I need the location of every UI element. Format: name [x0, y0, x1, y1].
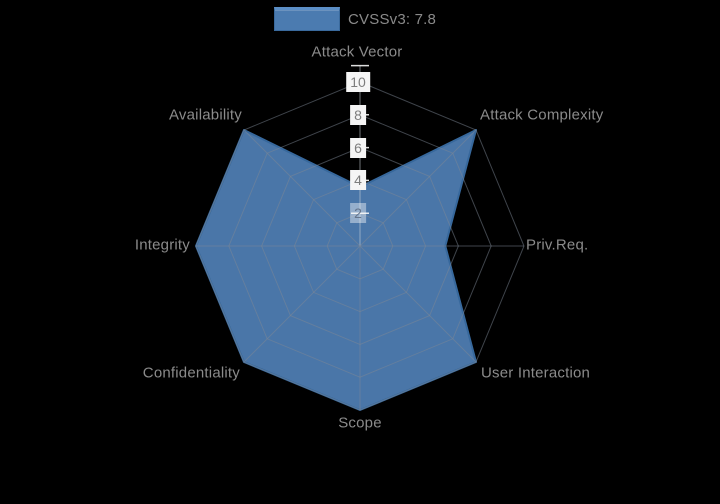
radial-tick-label-4: 4	[350, 170, 366, 190]
axis-label-availability: Availability	[169, 106, 242, 124]
axis-label-scope: Scope	[338, 414, 382, 432]
axis-label-user-interaction: User Interaction	[481, 364, 591, 382]
axis-label-attack-complexity: Attack Complexity	[480, 106, 604, 124]
axis-spoke-3	[359, 245, 477, 363]
axis-label-attack-vector: Attack Vector	[311, 43, 403, 61]
legend-swatch	[274, 7, 340, 31]
legend[interactable]: CVSSv3: 7.8	[274, 7, 436, 31]
radial-tick-label-6: 6	[350, 138, 366, 158]
axis-spoke-5	[243, 245, 361, 363]
axis-label-confidentiality: Confidentiality	[142, 364, 240, 382]
axis-label-priv-req: Priv.Req.	[526, 236, 589, 254]
legend-label: CVSSv3: 7.8	[348, 10, 437, 28]
axis-label-integrity: Integrity	[134, 236, 190, 254]
radial-tick-label-8: 8	[350, 105, 366, 125]
radial-tick-label-2: 2	[350, 203, 366, 223]
radial-tick-label-10: 10	[346, 72, 370, 92]
axis-spoke-7	[243, 129, 361, 247]
axis-spoke-1	[359, 129, 477, 247]
